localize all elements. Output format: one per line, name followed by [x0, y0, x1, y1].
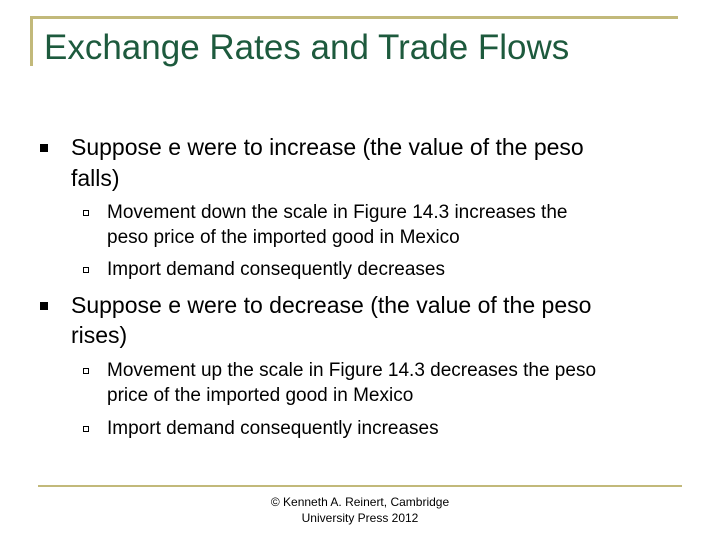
square-bullet-icon	[40, 302, 48, 310]
bullet-1-line-1: Suppose e were to increase (the value of…	[71, 134, 584, 160]
bullet-1-sub-1-line-2: peso price of the imported good in Mexic…	[107, 227, 460, 248]
bullet-2-sub-1-line-1: Movement up the scale in Figure 14.3 dec…	[107, 360, 597, 381]
hollow-square-bullet-icon	[83, 426, 89, 432]
bullet-1-sub-2-line-1: Import demand consequently decreases	[107, 259, 445, 280]
footer-line-2: University Press 2012	[301, 511, 419, 525]
bullet-2-line-1: Suppose e were to decrease (the value of…	[71, 292, 592, 318]
bullet-1-line-2: falls)	[71, 165, 120, 191]
bullet-1-sub-1-line-1: Movement down the scale in Figure 14.3 i…	[107, 202, 568, 223]
footer-line-1: © Kenneth A. Reinert, Cambridge	[270, 495, 450, 509]
title-rule-left	[30, 16, 33, 66]
bullet-2-sub-2-line-1: Import demand consequently increases	[107, 418, 439, 439]
hollow-square-bullet-icon	[83, 210, 89, 216]
bullet-2-sub-1-line-2: price of the imported good in Mexico	[107, 385, 414, 406]
footer-copyright: © Kenneth A. Reinert, Cambridge Universi…	[260, 494, 460, 526]
square-bullet-icon	[40, 144, 48, 152]
footer-rule	[38, 485, 682, 487]
title-rule-top	[30, 16, 678, 19]
hollow-square-bullet-icon	[83, 368, 89, 374]
bullet-2-line-2: rises)	[71, 322, 128, 348]
hollow-square-bullet-icon	[83, 267, 89, 273]
slide-title: Exchange Rates and Trade Flows	[44, 28, 570, 67]
